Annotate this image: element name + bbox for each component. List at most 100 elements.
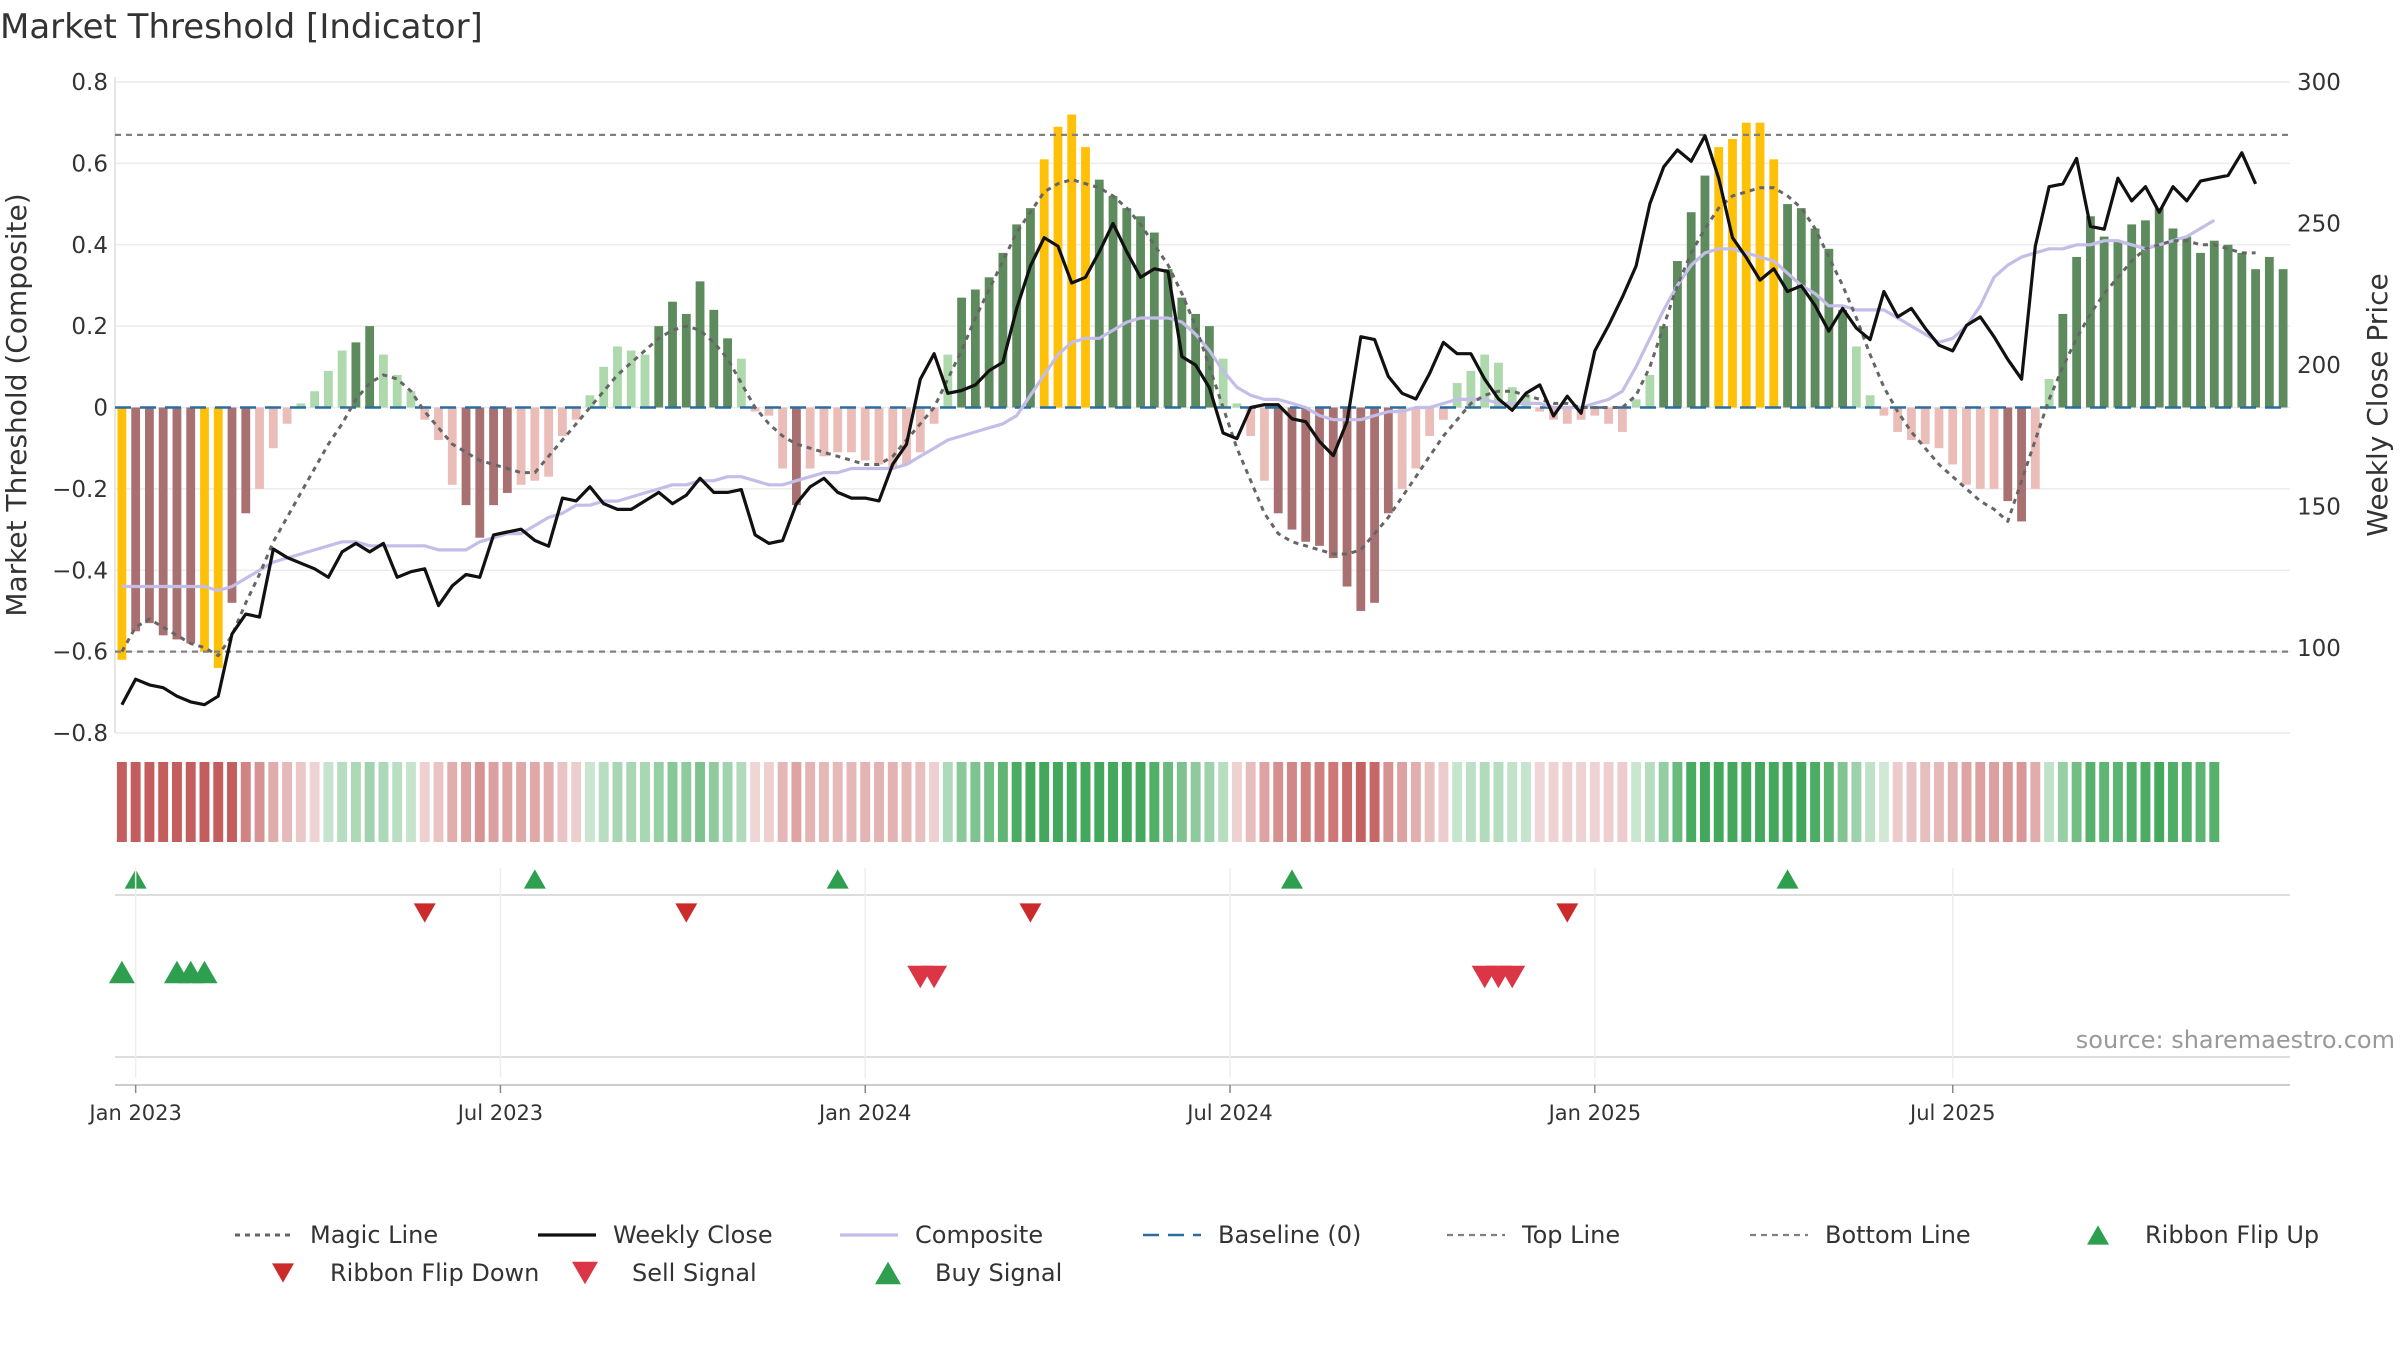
threshold-bar-127 [1865,395,1875,408]
legend-label-5: Bottom Line [1825,1221,1971,1249]
ribbon-cell-67 [1039,762,1050,842]
threshold-bar-64 [998,252,1008,408]
legend-label-4: Top Line [1521,1221,1620,1249]
threshold-bar-24 [447,407,457,485]
ribbon-cell-88 [1328,762,1339,842]
ribbon-cell-46 [750,762,761,842]
ribbon-cell-114 [1686,762,1697,842]
ribbon-cell-94 [1410,762,1421,842]
ribbon-cell-0 [116,762,127,842]
threshold-bar-125 [1838,309,1848,408]
ribbon-cell-9 [240,762,251,842]
threshold-bar-1 [131,407,141,632]
threshold-bar-28 [502,407,512,493]
threshold-bar-68 [1053,126,1063,408]
threshold-bar-27 [489,407,498,506]
ribbon-cell-80 [1218,762,1229,842]
threshold-bar-91 [1370,407,1379,603]
threshold-bar-21 [406,391,416,408]
ribbon-cell-95 [1424,762,1435,842]
threshold-bar-88 [1328,407,1338,559]
threshold-bar-35 [599,366,609,408]
ribbon-cell-101 [1507,762,1518,842]
legend-label-0: Magic Line [310,1221,438,1249]
threshold-bar-146 [2127,224,2137,408]
legend-label-2: Composite [915,1221,1043,1249]
threshold-bar-85 [1287,407,1297,530]
ribbon-cell-139 [2030,762,2041,842]
ribbon-cell-113 [1672,762,1683,842]
ribbon-cell-78 [1190,762,1201,842]
threshold-bar-81 [1232,403,1242,408]
ribbon-cell-37 [626,762,637,842]
threshold-bar-73 [1122,208,1132,408]
chart-title: Market Threshold [Indicator] [0,7,483,47]
ribbon-cell-100 [1493,762,1504,842]
legend-label-8: Sell Signal [632,1259,757,1287]
threshold-bar-129 [1893,407,1903,432]
ribbon-cell-4 [171,762,182,842]
ribbon-flip-down-marker-0 [413,903,436,923]
threshold-bar-72 [1108,195,1118,408]
ribbon-cell-146 [2126,762,2137,842]
ribbon-cell-47 [763,762,774,842]
threshold-bar-134 [1962,407,1971,485]
ribbon-cell-1 [130,762,141,842]
ribbon-cell-21 [406,762,416,842]
ribbon-cell-123 [1810,762,1821,842]
threshold-bar-101 [1507,387,1517,408]
ribbon-cell-122 [1796,762,1807,842]
ribbon-cell-151 [2195,762,2206,842]
threshold-bar-95 [1425,407,1435,436]
threshold-bar-23 [434,407,443,441]
ribbon-cell-103 [1534,762,1545,842]
threshold-bar-135 [1975,407,1985,489]
ribbon-cell-71 [1094,762,1105,842]
x-tick-label-2: Jan 2024 [817,1101,912,1125]
ribbon-cell-63 [984,762,995,842]
x-tick-label-5: Jul 2025 [1908,1101,1995,1125]
threshold-bar-52 [833,407,843,453]
threshold-bar-48 [778,407,788,469]
ribbon-cell-145 [2112,762,2123,842]
ribbon-cell-83 [1259,762,1270,842]
ribbon-cell-143 [2085,762,2096,842]
ribbon-cell-64 [997,762,1008,842]
threshold-bar-34 [585,395,595,408]
ribbon-cell-26 [474,762,485,842]
ribbon-flip-up-marker-3 [1280,869,1303,889]
ribbon-cell-75 [1149,762,1160,842]
y-axis-right-label: Weekly Close Price [2361,273,2394,536]
ribbon-cell-14 [309,762,320,842]
legend-swatch-8 [572,1261,598,1285]
ribbon-cell-77 [1176,762,1187,842]
ribbon-flip-up-marker-4 [1776,869,1799,889]
legend: Magic Line Weekly Close Composite Baseline … [235,1221,2319,1287]
buy-signal-marker-3 [191,960,218,984]
threshold-bar-154 [2237,252,2247,408]
ribbon-cell-137 [2002,762,2013,842]
threshold-bar-13 [296,403,306,408]
ribbon-flip-down-marker-2 [1019,903,1042,923]
ribbon-cell-98 [1465,762,1476,842]
threshold-bar-67 [1039,159,1049,408]
y-tick-label-8: −0.8 [52,721,108,747]
threshold-bar-36 [613,346,622,408]
threshold-bar-111 [1645,374,1655,408]
threshold-bar-105 [1562,407,1572,424]
ribbon-cell-66 [1025,762,1036,842]
threshold-bar-119 [1755,122,1765,408]
ribbon-cell-149 [2168,762,2178,842]
threshold-bar-156 [2264,256,2274,408]
threshold-bar-46 [750,407,760,412]
ribbon-cell-28 [502,762,513,842]
ribbon-flip-up-marker-2 [826,869,849,889]
threshold-bar-65 [1012,224,1022,408]
threshold-bar-110 [1631,399,1641,408]
buy-signal-marker-0 [108,960,135,984]
ribbon-cell-82 [1245,762,1256,842]
y-tick-label-5: −0.2 [52,477,108,503]
ribbon-cell-51 [818,762,829,842]
ribbon-strip [116,762,2220,842]
ribbon-cell-84 [1273,762,1284,842]
